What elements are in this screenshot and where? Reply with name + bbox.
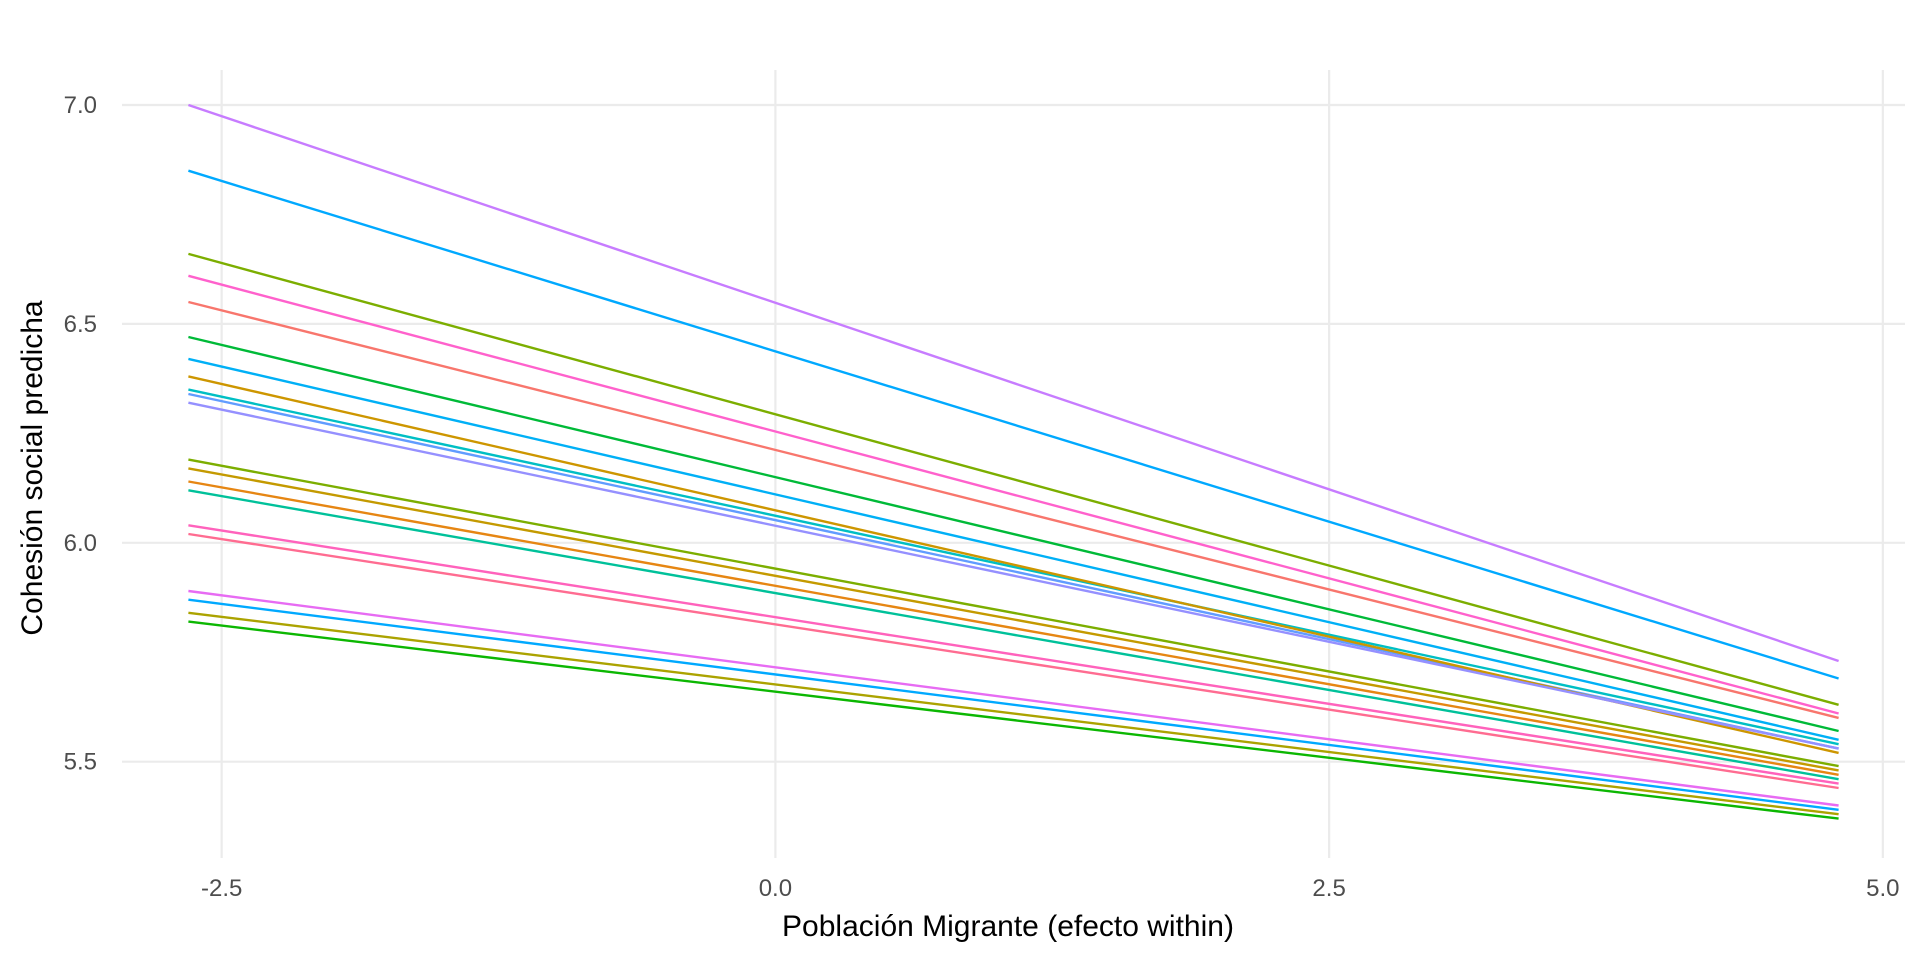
series-line-6 — [188, 335, 1839, 733]
series-line-4 — [188, 274, 1839, 715]
series-line-7 — [188, 357, 1839, 741]
series-line-13 — [188, 467, 1839, 772]
x-axis-title: Población Migrante (efecto within) — [782, 910, 1234, 943]
series-line-8 — [188, 388, 1839, 746]
x-tick-label: 5.0 — [1866, 875, 1899, 902]
grid — [122, 70, 1905, 858]
y-tick-label: 6.5 — [64, 311, 97, 338]
series-lines — [188, 103, 1839, 820]
x-tick-label: -2.5 — [201, 875, 242, 902]
series-line-14 — [188, 480, 1839, 776]
series-line-15 — [188, 489, 1839, 781]
series-line-12 — [188, 458, 1839, 768]
series-line-1 — [188, 103, 1839, 663]
series-line-19 — [188, 598, 1839, 811]
x-tick-label: 0.0 — [759, 875, 792, 902]
series-line-18 — [188, 589, 1839, 807]
series-line-21 — [188, 620, 1839, 820]
series-line-2 — [188, 169, 1839, 680]
y-axis-title: Cohesión social predicha — [16, 300, 49, 636]
series-line-3 — [188, 252, 1839, 706]
series-line-17 — [188, 532, 1839, 790]
y-tick-label: 7.0 — [64, 92, 97, 119]
series-line-5 — [188, 300, 1839, 720]
y-tick-label: 6.0 — [64, 530, 97, 557]
series-line-20 — [188, 611, 1839, 816]
x-tick-label: 2.5 — [1312, 875, 1345, 902]
y-tick-label: 5.5 — [64, 749, 97, 776]
series-line-11 — [188, 401, 1839, 750]
series-line-16 — [188, 524, 1839, 785]
axes: -2.5 0.0 2.5 5.0 5.5 6.0 6.5 7.0 — [64, 92, 1900, 902]
